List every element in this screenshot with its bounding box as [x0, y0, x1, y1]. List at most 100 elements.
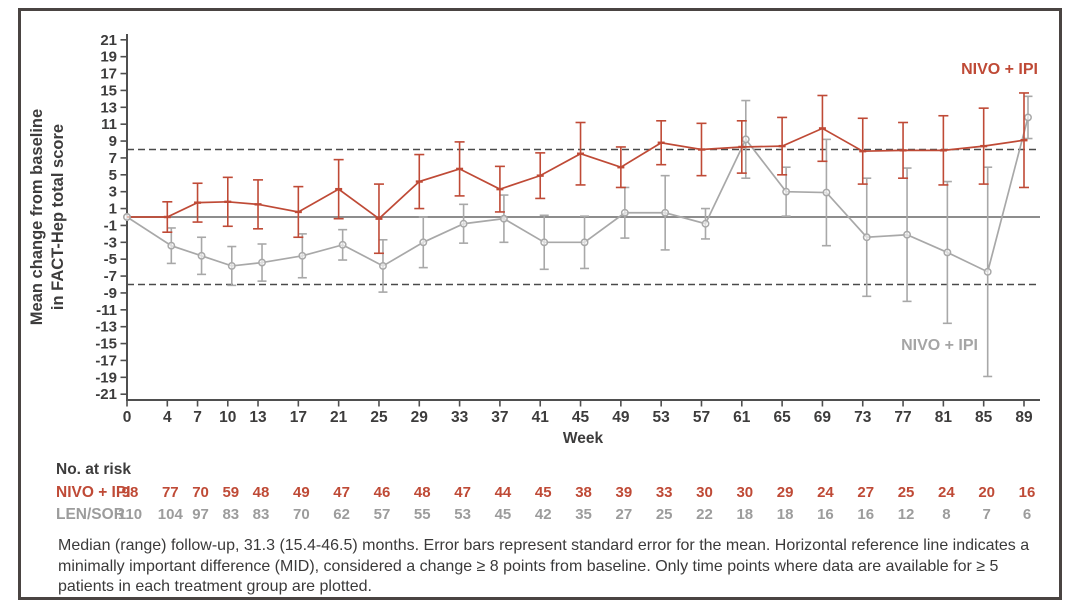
x-tick-label: 61 [733, 409, 751, 426]
data-point-marker [335, 187, 343, 191]
x-tick-label: 77 [894, 409, 911, 426]
x-tick-label: 45 [572, 409, 590, 426]
at-risk-count: 18 [736, 506, 753, 523]
x-tick-label: 41 [532, 409, 550, 426]
at-risk-count: 97 [192, 506, 209, 523]
at-risk-count: 33 [656, 484, 673, 501]
at-risk-count: 24 [817, 484, 834, 501]
at-risk-count: 16 [857, 506, 874, 523]
data-point-marker [123, 213, 131, 221]
at-risk-count: 29 [777, 484, 794, 501]
y-tick-label: 5 [109, 167, 117, 184]
y-tick-label: -21 [95, 386, 117, 403]
data-point-marker [496, 187, 504, 191]
at-risk-count: 57 [374, 506, 391, 523]
legend-label-nivo-ipi-gray: NIVO + IPI [901, 337, 978, 354]
data-point-marker [224, 200, 232, 204]
at-risk-count: 47 [333, 484, 350, 501]
at-risk-row-label-nivo-ipi: NIVO + IPI [56, 484, 131, 501]
x-tick-label: 0 [123, 409, 132, 426]
at-risk-count: 48 [253, 484, 270, 501]
x-tick-label: 89 [1015, 409, 1033, 426]
at-risk-header: No. at risk [56, 461, 131, 478]
series-line [127, 127, 1025, 220]
y-tick-label: -19 [95, 369, 117, 386]
at-risk-count: 30 [696, 484, 713, 501]
at-risk-count: 53 [454, 506, 471, 523]
y-tick-label: 3 [109, 184, 117, 201]
at-risk-count: 47 [454, 484, 471, 501]
x-tick-label: 49 [612, 409, 630, 426]
at-risk-count: 35 [575, 506, 592, 523]
at-risk-count: 62 [333, 506, 350, 523]
x-tick-label: 53 [653, 409, 671, 426]
data-point-marker [415, 180, 423, 183]
y-tick-label: -9 [104, 285, 117, 302]
data-point-marker [903, 230, 912, 239]
at-risk-count: 25 [898, 484, 915, 501]
data-point-marker [298, 251, 307, 260]
at-risk-count: 6 [1023, 506, 1031, 523]
x-tick-label: 17 [290, 409, 307, 426]
y-tick-label: 13 [100, 99, 117, 116]
legend-label-nivo-ipi-red: NIVO + IPI [961, 61, 1038, 78]
data-point-marker [862, 233, 871, 242]
x-tick-label: 33 [451, 409, 469, 426]
data-point-marker [741, 135, 750, 144]
data-point-marker [697, 148, 705, 151]
x-tick-label: 29 [411, 409, 429, 426]
y-tick-label: -3 [104, 234, 117, 251]
x-tick-label: 10 [219, 409, 236, 426]
data-point-marker [227, 261, 236, 270]
at-risk-count: 20 [978, 484, 995, 501]
data-point-marker [859, 149, 867, 153]
y-axis-title: Mean change from baseline in FACT-Hep to… [27, 87, 69, 347]
y-axis-title-line2: in FACT-Hep total score [49, 123, 67, 311]
at-risk-count: 27 [616, 506, 633, 523]
at-risk-row-label-len-sor: LEN/SOR [56, 506, 125, 523]
at-risk-count: 55 [414, 506, 431, 523]
y-tick-label: -1 [104, 217, 117, 234]
data-point-marker [456, 167, 464, 171]
data-point-marker [254, 203, 262, 206]
data-point-marker [540, 238, 549, 247]
y-tick-label: -11 [96, 302, 117, 319]
series-nivo-ipi-red [123, 92, 1029, 255]
at-risk-count: 42 [535, 506, 552, 523]
data-point-marker [738, 145, 746, 149]
data-point-marker [459, 219, 468, 228]
x-tick-label: 73 [854, 409, 872, 426]
y-tick-label: -7 [104, 268, 117, 285]
x-tick-label: 37 [491, 409, 508, 426]
at-risk-count: 104 [158, 506, 184, 523]
data-point-marker [1024, 113, 1032, 122]
x-tick-label: 25 [370, 409, 388, 426]
data-point-marker [657, 141, 665, 144]
at-risk-count: 16 [1019, 484, 1036, 501]
x-tick-label: 81 [935, 409, 953, 426]
y-tick-label: 11 [101, 116, 117, 133]
data-point-marker [194, 201, 202, 204]
y-tick-label: -5 [104, 251, 117, 268]
data-point-marker [822, 188, 831, 197]
data-point-marker [701, 219, 710, 228]
data-point-marker [167, 241, 176, 250]
data-point-marker [499, 214, 508, 223]
at-risk-count: 38 [575, 484, 592, 501]
y-tick-label: 9 [109, 133, 117, 150]
data-point-marker [419, 238, 428, 247]
at-risk-count: 18 [777, 506, 794, 523]
series-nivo-ipi-gray [123, 95, 1033, 378]
at-risk-count: 70 [293, 506, 310, 523]
at-risk-count: 98 [122, 484, 139, 501]
figure-frame [18, 8, 1062, 600]
at-risk-count: 8 [942, 506, 950, 523]
x-tick-label: 4 [163, 409, 172, 426]
at-risk-count: 39 [616, 484, 633, 501]
data-point-marker [294, 210, 302, 214]
at-risk-count: 45 [495, 506, 512, 523]
at-risk-count: 83 [222, 506, 239, 523]
x-tick-label: 7 [193, 409, 202, 426]
series-line [126, 117, 1029, 274]
data-point-marker [258, 258, 266, 267]
